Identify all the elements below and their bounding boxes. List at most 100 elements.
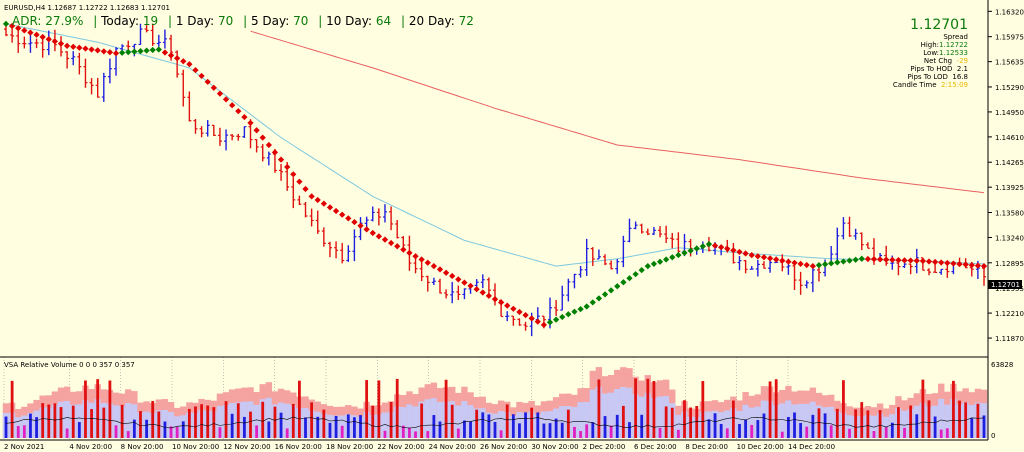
volume-bar — [310, 402, 314, 438]
volume-envelope-inner — [76, 404, 83, 438]
volume-bar — [59, 407, 63, 438]
fast-ma-dot — [766, 255, 774, 262]
volume-bar — [77, 422, 81, 438]
volume-bar — [84, 380, 87, 438]
spread-label: Spread — [943, 33, 968, 41]
volume-bar — [377, 380, 381, 438]
current-price-label: 1.12701 — [991, 281, 1020, 289]
mid-moving-average — [5, 23, 985, 267]
volume-bar — [395, 378, 399, 438]
price-tick-label: 1.13580 — [995, 210, 1024, 218]
volume-bar — [463, 420, 466, 438]
volume-bar — [114, 425, 118, 438]
candle-value: 2:15:09 — [941, 81, 968, 89]
day20-label: 20 Day: — [408, 14, 455, 28]
fast-ma-dot — [595, 295, 603, 302]
volume-envelope-inner — [846, 415, 853, 438]
volume-envelope-inner — [497, 411, 505, 438]
fast-ma-dot — [198, 72, 205, 80]
fast-ma-dot — [944, 259, 951, 267]
volume-bar — [187, 408, 191, 438]
volume-bar — [108, 380, 112, 438]
volume-bar — [304, 417, 307, 438]
volume-bar — [719, 423, 723, 438]
volume-envelope-inner — [112, 405, 120, 438]
volume-envelope-inner — [63, 400, 71, 438]
fast-ma-dot — [326, 204, 334, 211]
volume-envelope-inner — [455, 405, 462, 438]
today-label: Today: — [101, 14, 139, 28]
day1-label: 1 Day: — [175, 14, 215, 28]
volume-bar — [450, 404, 454, 438]
volume-bar — [750, 424, 754, 438]
fast-ma-dot — [155, 46, 162, 53]
fast-ma-dot — [70, 43, 77, 50]
fast-ma-dot — [57, 40, 65, 47]
volume-envelope-inner — [167, 412, 175, 438]
day5-value: 70 — [293, 14, 309, 28]
price-tick-label: 1.16320 — [995, 8, 1024, 16]
volume-envelope-inner — [589, 389, 596, 438]
volume-bar — [35, 417, 38, 438]
volume-bar — [701, 381, 705, 438]
fast-ma-dot — [45, 36, 52, 43]
volume-bar — [615, 414, 619, 438]
fast-ma-dot — [186, 61, 193, 68]
fast-ma-dot — [247, 119, 254, 127]
volume-bar — [475, 409, 479, 438]
fast-ma-dot — [473, 286, 480, 293]
separator: | — [167, 14, 172, 28]
fast-ma-dot — [620, 279, 627, 286]
day1-value: 70 — [217, 14, 234, 28]
volume-bar — [132, 419, 136, 438]
volume-bar — [16, 425, 20, 438]
volume-bar — [780, 431, 784, 438]
fast-ma-dot — [271, 149, 279, 156]
fast-ma-dot — [968, 261, 975, 269]
fast-ma-dot — [381, 236, 389, 243]
volume-bar — [933, 416, 937, 438]
volume-bar — [939, 429, 943, 438]
volume-axis-max: 63828 — [991, 361, 1013, 369]
high-row: High:1.12722 — [893, 41, 968, 49]
lod-label: Pips To LOD — [907, 73, 948, 81]
volume-bar — [47, 404, 51, 438]
fast-ma-dot — [828, 260, 835, 267]
fast-ma-dot — [430, 262, 437, 270]
netchg-value: -29 — [956, 57, 968, 65]
current-price-marker — [988, 280, 1022, 289]
volume-bar — [860, 402, 864, 438]
volume-bar — [346, 414, 350, 438]
fast-ma-dot — [803, 261, 810, 269]
fast-ma-dot — [925, 258, 933, 265]
volume-bar — [695, 405, 699, 438]
volume-bar — [927, 400, 931, 438]
separator: | — [93, 14, 98, 28]
volume-envelope-inner — [614, 388, 621, 438]
fast-ma-dot — [277, 156, 285, 163]
time-tick-label: 18 Nov 20:00 — [326, 443, 373, 451]
volume-bar — [768, 381, 772, 438]
volume-bar — [958, 400, 961, 438]
fast-ma-dot — [436, 266, 444, 273]
volume-title: VSA Relative Volume 0 0 0 357 0 357 — [4, 361, 135, 369]
volume-envelope-inner — [675, 414, 682, 438]
volume-bar — [585, 424, 589, 438]
volume-envelope-inner — [436, 401, 444, 438]
volume-bar — [560, 422, 564, 438]
volume-bar — [334, 415, 338, 438]
time-tick-label: 4 Nov 20:00 — [69, 443, 112, 451]
volume-bar — [524, 412, 527, 438]
time-tick-label: 6 Dec 20:00 — [634, 443, 677, 451]
bid-price: 1.12701 — [910, 17, 968, 33]
volume-bar — [4, 416, 8, 438]
price-tick-label: 1.14950 — [995, 109, 1024, 117]
time-tick-label: 10 Nov 20:00 — [172, 443, 219, 451]
volume-bar — [65, 428, 69, 438]
volume-envelope-inner — [381, 412, 389, 438]
volume-bar — [897, 407, 900, 438]
volume-bar — [603, 416, 607, 438]
volume-bar — [676, 429, 680, 438]
